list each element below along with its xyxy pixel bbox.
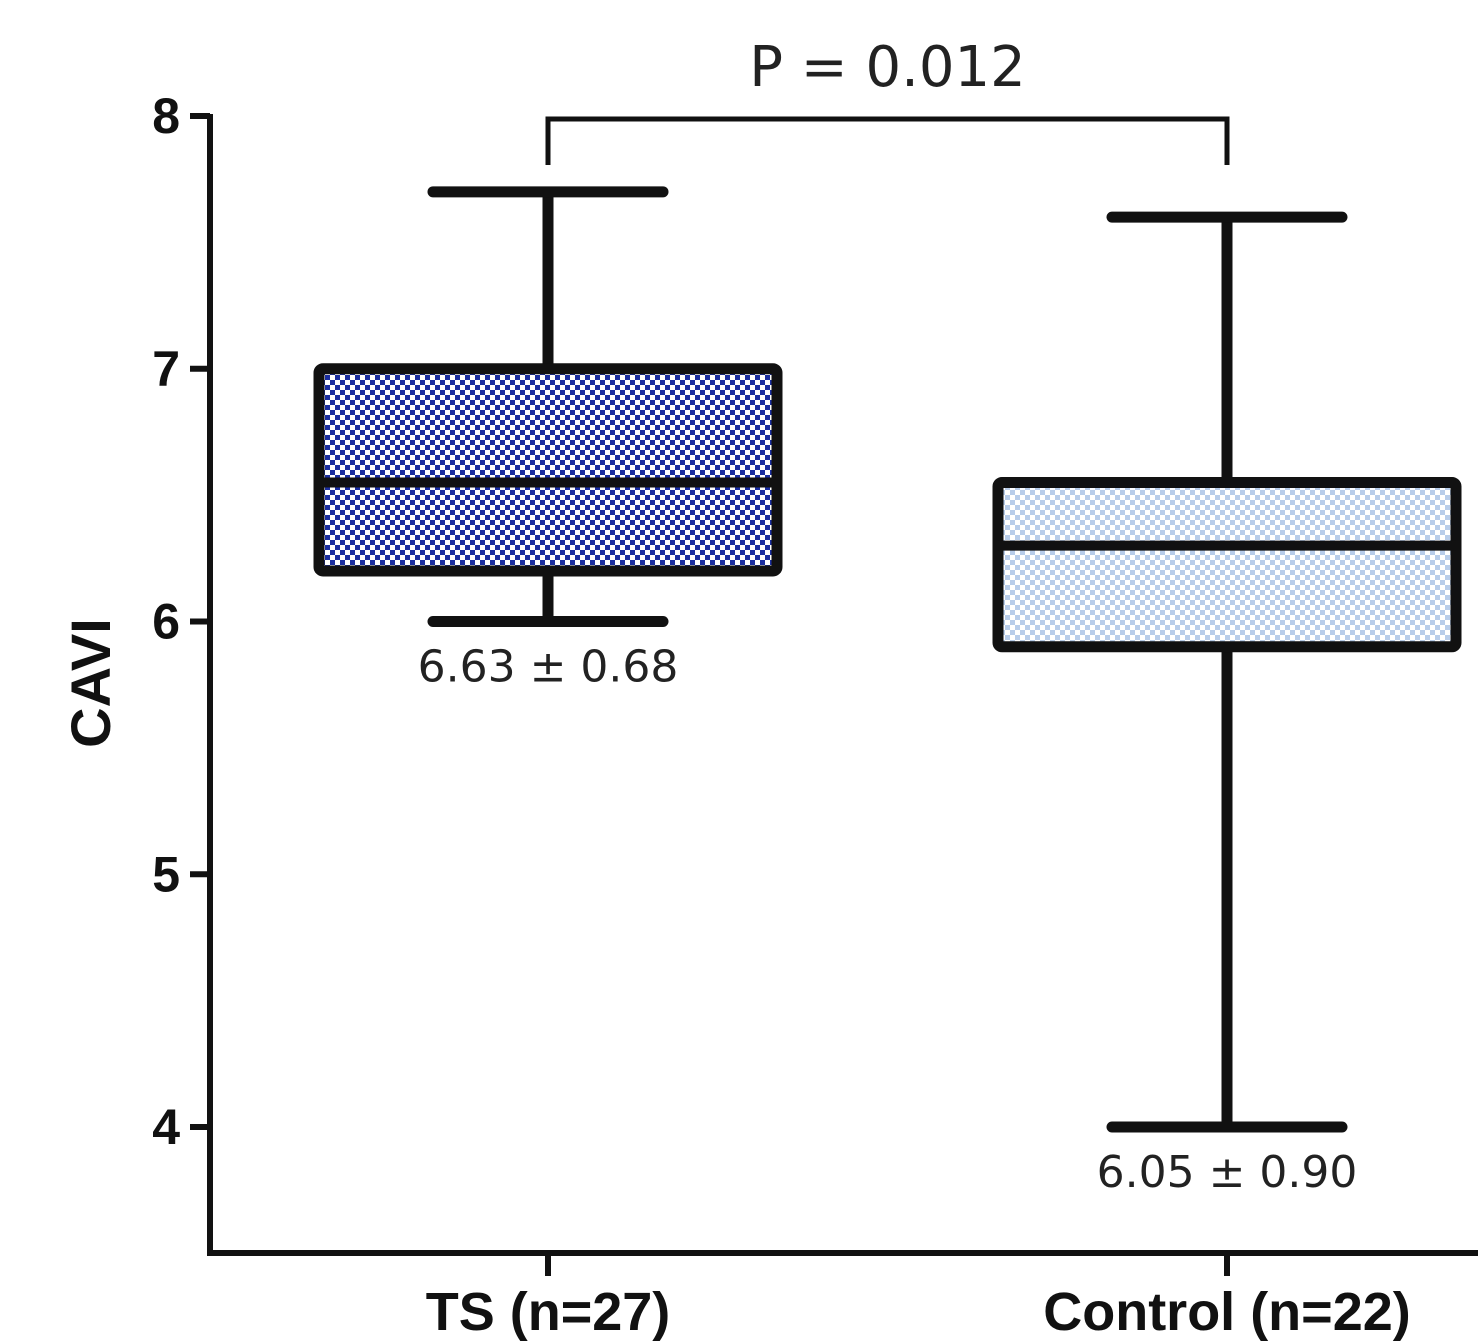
box-0: 6.63 ± 0.68 (313, 186, 783, 693)
boxes: 6.63 ± 0.68 6.05 ± 0.90 (313, 186, 1462, 1198)
x-category-label: Control (n=22) (1043, 1282, 1411, 1341)
y-tick-label: 7 (152, 341, 180, 397)
bracket-line (545, 116, 1230, 165)
mean-sd-annotation: 6.63 ± 0.68 (418, 642, 679, 693)
x-ticks: TS (n=27) Control (n=22) (426, 1253, 1411, 1341)
significance-bracket: P = 0.012 (545, 35, 1230, 165)
y-tick-label: 4 (152, 1099, 180, 1155)
mean-sd-annotation: 6.05 ± 0.90 (1097, 1147, 1358, 1198)
y-tick-label: 8 (152, 88, 180, 144)
box-1: 6.05 ± 0.90 (992, 211, 1462, 1198)
p-value-label: P = 0.012 (749, 35, 1026, 100)
y-tick-label: 5 (152, 846, 180, 902)
box-iqr (313, 363, 783, 577)
y-axis-title: CAVI (59, 618, 122, 748)
y-tick-label: 6 (152, 594, 180, 650)
box-iqr (992, 476, 1462, 653)
axes (207, 114, 1478, 1256)
x-category-label: TS (n=27) (426, 1282, 671, 1341)
y-ticks: 4 5 6 7 8 (152, 88, 210, 1155)
